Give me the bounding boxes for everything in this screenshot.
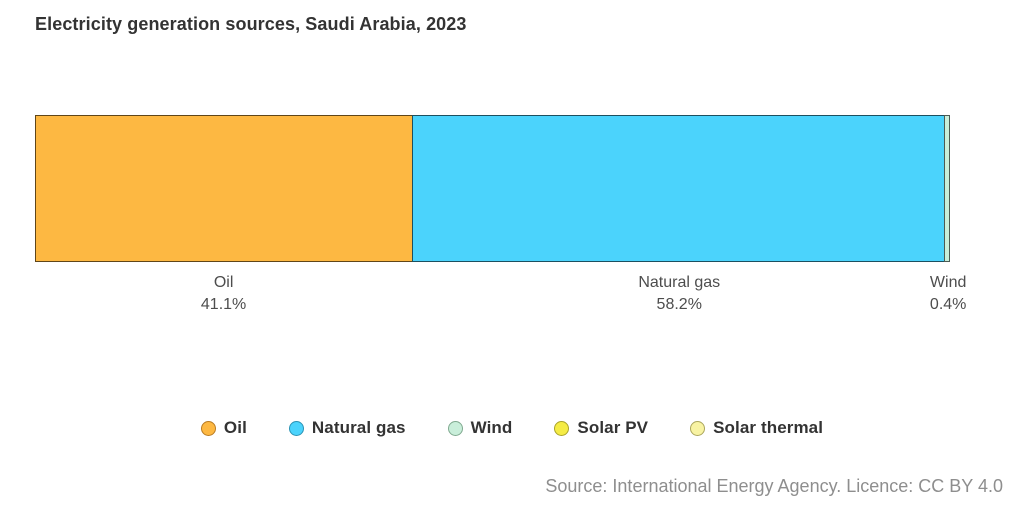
segment-name: Wind — [929, 274, 967, 291]
legend-swatch-icon — [447, 420, 463, 436]
legend-label: Oil — [223, 418, 247, 437]
stacked-bar — [35, 115, 950, 262]
legend-label: Solar thermal — [713, 418, 824, 437]
legend-item-wind[interactable]: Wind — [447, 418, 513, 438]
legend-swatch-icon — [200, 420, 216, 436]
chart-title: Electricity generation sources, Saudi Ar… — [35, 14, 467, 34]
segment-name: Oil — [213, 274, 234, 291]
segment-value: 0.4% — [929, 296, 967, 313]
bar-segment-natural-gas[interactable] — [411, 115, 946, 262]
segment-label-natural-gas: Natural gas 58.2% — [638, 272, 720, 316]
segment-name: Natural gas — [638, 274, 721, 291]
legend-swatch-icon — [690, 420, 706, 436]
bar-segment-wind[interactable] — [944, 115, 950, 262]
segment-label-oil: Oil 41.1% — [201, 272, 246, 316]
source-note: Source: International Energy Agency. Lic… — [545, 476, 1003, 496]
legend-item-natural-gas[interactable]: Natural gas — [288, 418, 406, 438]
legend-item-oil[interactable]: Oil — [200, 418, 247, 438]
legend-label: Wind — [470, 418, 513, 437]
bar-segment-oil[interactable] — [35, 115, 413, 262]
legend: Oil Natural gas Wind Solar PV Solar thermal — [0, 418, 1024, 438]
segment-value: 58.2% — [656, 296, 702, 313]
legend-swatch-icon — [554, 420, 570, 436]
segment-label-wind: Wind 0.4% — [930, 272, 966, 316]
segment-value: 41.1% — [200, 296, 247, 313]
legend-label: Solar PV — [577, 418, 649, 437]
legend-item-solar-pv[interactable]: Solar PV — [554, 418, 648, 438]
legend-label: Natural gas — [311, 418, 406, 437]
legend-item-solar-thermal[interactable]: Solar thermal — [690, 418, 823, 438]
legend-swatch-icon — [288, 420, 304, 436]
